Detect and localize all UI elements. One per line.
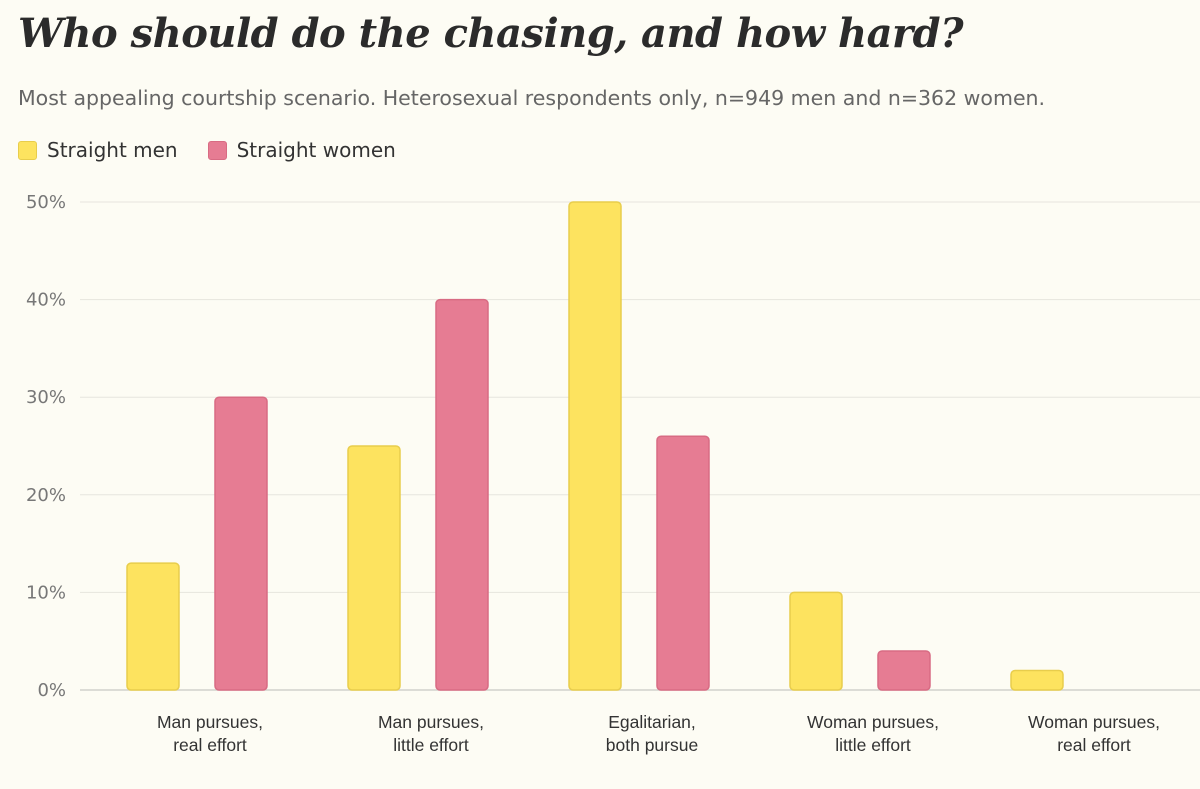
bar-chart: 0% 10% 20% 30% 40% 50% Man pursues, real effort… <box>26 192 1200 755</box>
legend-label-straight-men: Straight men <box>47 138 178 162</box>
legend: Straight men Straight women <box>18 138 426 162</box>
bar-straight-men <box>568 201 622 691</box>
x-tick-label: Man pursues, <box>378 712 484 732</box>
x-tick-label: real effort <box>1057 735 1131 755</box>
legend-label-straight-women: Straight women <box>236 138 396 162</box>
bar-straight-women <box>435 298 489 691</box>
legend-swatch-straight-women <box>207 140 227 160</box>
chart-subtitle: Most appealing courtship scenario. Heter… <box>18 86 1046 110</box>
y-tick-label: 10% <box>26 582 66 603</box>
x-tick-label: Egalitarian, <box>608 712 696 732</box>
bar-straight-men <box>1010 669 1064 691</box>
bar-straight-men <box>789 591 843 691</box>
legend-item-straight-men: Straight men <box>18 138 178 162</box>
bar-straight-men <box>126 562 180 691</box>
y-tick-label: 50% <box>26 192 66 213</box>
legend-swatch-straight-men <box>18 140 37 160</box>
chart-title: Who should do the chasing, and how hard? <box>18 10 964 57</box>
bar-straight-women <box>214 396 268 691</box>
x-tick-label: Woman pursues, <box>807 712 939 732</box>
y-tick-label: 30% <box>26 387 66 408</box>
y-tick-label: 20% <box>26 485 66 506</box>
x-tick-label: little effort <box>393 735 469 755</box>
y-tick-label: 0% <box>37 680 66 701</box>
bar-straight-women <box>877 650 931 691</box>
x-tick-label: Woman pursues, <box>1028 712 1160 732</box>
x-tick-label: real effort <box>173 735 247 755</box>
x-tick-label: Man pursues, <box>157 712 263 732</box>
bar-straight-men <box>347 445 401 691</box>
y-tick-label: 40% <box>26 290 66 311</box>
bar-straight-women <box>656 435 710 691</box>
x-tick-label: little effort <box>835 735 911 755</box>
legend-item-straight-women: Straight women <box>207 138 396 162</box>
x-tick-label: both pursue <box>606 735 698 755</box>
